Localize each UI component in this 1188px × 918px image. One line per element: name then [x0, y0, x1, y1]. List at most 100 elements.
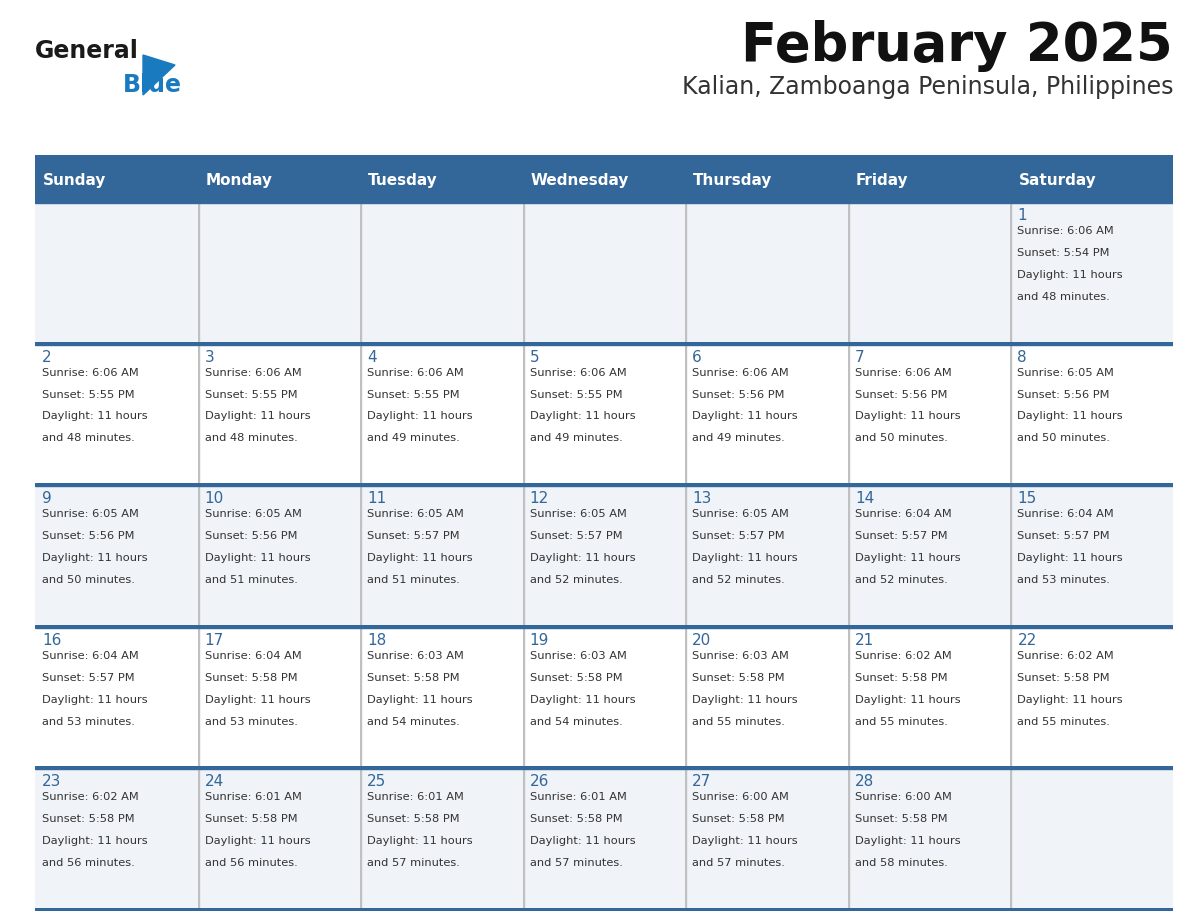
Text: Sunrise: 6:05 AM: Sunrise: 6:05 AM [1017, 367, 1114, 377]
Text: Sunset: 5:58 PM: Sunset: 5:58 PM [1017, 673, 1110, 683]
Bar [197, 625, 360, 628]
Text: Sunset: 5:57 PM: Sunset: 5:57 PM [367, 532, 460, 541]
Bar [34, 200, 197, 203]
Text: Daylight: 11 hours: Daylight: 11 hours [367, 554, 473, 563]
Text: Sunset: 5:56 PM: Sunset: 5:56 PM [855, 389, 947, 399]
Text: Daylight: 11 hours: Daylight: 11 hours [367, 411, 473, 421]
Bar [197, 767, 360, 769]
Bar [848, 341, 1011, 344]
Text: and 52 minutes.: and 52 minutes. [530, 575, 623, 585]
Bar [34, 625, 197, 628]
Bar [848, 483, 1011, 487]
Text: Daylight: 11 hours: Daylight: 11 hours [204, 836, 310, 846]
Text: Sunset: 5:55 PM: Sunset: 5:55 PM [530, 389, 623, 399]
Text: Sunrise: 6:06 AM: Sunrise: 6:06 AM [1017, 226, 1114, 236]
Text: 6: 6 [693, 350, 702, 364]
Text: Sunrise: 6:05 AM: Sunrise: 6:05 AM [204, 509, 302, 520]
Text: 12: 12 [530, 491, 549, 506]
Text: Daylight: 11 hours: Daylight: 11 hours [204, 554, 310, 563]
Text: Sunset: 5:58 PM: Sunset: 5:58 PM [42, 814, 134, 824]
Text: Sunset: 5:58 PM: Sunset: 5:58 PM [855, 673, 948, 683]
Text: 20: 20 [693, 633, 712, 648]
Text: and 51 minutes.: and 51 minutes. [367, 575, 460, 585]
Text: Sunrise: 6:02 AM: Sunrise: 6:02 AM [42, 792, 139, 802]
Text: Sunrise: 6:04 AM: Sunrise: 6:04 AM [855, 509, 952, 520]
Text: Daylight: 11 hours: Daylight: 11 hours [530, 836, 636, 846]
Text: 23: 23 [42, 775, 62, 789]
Text: Daylight: 11 hours: Daylight: 11 hours [1017, 411, 1123, 421]
Text: Sunrise: 6:01 AM: Sunrise: 6:01 AM [204, 792, 302, 802]
Text: Sunrise: 6:05 AM: Sunrise: 6:05 AM [367, 509, 465, 520]
Text: Sunset: 5:58 PM: Sunset: 5:58 PM [367, 673, 460, 683]
Bar [848, 767, 1011, 769]
Text: 28: 28 [855, 775, 874, 789]
Text: Blue: Blue [124, 73, 182, 97]
Text: Daylight: 11 hours: Daylight: 11 hours [693, 695, 798, 705]
Bar [523, 767, 685, 769]
Text: and 54 minutes.: and 54 minutes. [530, 717, 623, 727]
Text: and 54 minutes.: and 54 minutes. [367, 717, 460, 727]
Text: Sunset: 5:54 PM: Sunset: 5:54 PM [1017, 248, 1110, 258]
Text: Sunday: Sunday [43, 173, 107, 187]
Text: and 58 minutes.: and 58 minutes. [855, 858, 948, 868]
Text: Daylight: 11 hours: Daylight: 11 hours [42, 695, 147, 705]
Text: 17: 17 [204, 633, 223, 648]
Text: Daylight: 11 hours: Daylight: 11 hours [367, 695, 473, 705]
Text: Daylight: 11 hours: Daylight: 11 hours [42, 554, 147, 563]
Text: February 2025: February 2025 [741, 20, 1173, 72]
Bar [685, 483, 848, 487]
Text: Friday: Friday [855, 173, 909, 187]
Text: and 49 minutes.: and 49 minutes. [693, 433, 785, 443]
Text: Wednesday: Wednesday [531, 173, 630, 187]
Text: 26: 26 [530, 775, 549, 789]
Text: Sunset: 5:58 PM: Sunset: 5:58 PM [530, 814, 623, 824]
Text: and 48 minutes.: and 48 minutes. [1017, 292, 1110, 302]
Text: 1: 1 [1017, 208, 1028, 223]
Text: Monday: Monday [206, 173, 272, 187]
Text: and 55 minutes.: and 55 minutes. [1017, 717, 1111, 727]
Text: Sunset: 5:58 PM: Sunset: 5:58 PM [693, 814, 785, 824]
Text: Sunrise: 6:04 AM: Sunrise: 6:04 AM [1017, 509, 1114, 520]
Bar [523, 483, 685, 487]
Text: Saturday: Saturday [1018, 173, 1097, 187]
Bar [34, 767, 197, 769]
Text: Sunrise: 6:04 AM: Sunrise: 6:04 AM [42, 651, 139, 661]
Text: Sunset: 5:56 PM: Sunset: 5:56 PM [204, 532, 297, 541]
Text: and 55 minutes.: and 55 minutes. [693, 717, 785, 727]
Bar [360, 200, 523, 203]
Text: and 50 minutes.: and 50 minutes. [42, 575, 135, 585]
Text: Daylight: 11 hours: Daylight: 11 hours [855, 836, 960, 846]
Text: and 55 minutes.: and 55 minutes. [855, 717, 948, 727]
Bar [34, 483, 197, 487]
Text: and 56 minutes.: and 56 minutes. [42, 858, 134, 868]
Text: Sunrise: 6:06 AM: Sunrise: 6:06 AM [693, 367, 789, 377]
Text: and 51 minutes.: and 51 minutes. [204, 575, 297, 585]
Text: Sunset: 5:55 PM: Sunset: 5:55 PM [204, 389, 297, 399]
Text: and 52 minutes.: and 52 minutes. [693, 575, 785, 585]
Text: Daylight: 11 hours: Daylight: 11 hours [530, 554, 636, 563]
Text: and 52 minutes.: and 52 minutes. [855, 575, 948, 585]
Text: 5: 5 [530, 350, 539, 364]
Bar [523, 341, 685, 344]
Text: Sunrise: 6:03 AM: Sunrise: 6:03 AM [530, 651, 626, 661]
Text: Daylight: 11 hours: Daylight: 11 hours [1017, 554, 1123, 563]
Text: and 57 minutes.: and 57 minutes. [530, 858, 623, 868]
Text: 2: 2 [42, 350, 51, 364]
Bar [360, 625, 523, 628]
Bar [523, 200, 685, 203]
Text: Sunrise: 6:06 AM: Sunrise: 6:06 AM [204, 367, 302, 377]
Text: and 50 minutes.: and 50 minutes. [1017, 433, 1111, 443]
Text: Sunset: 5:58 PM: Sunset: 5:58 PM [693, 673, 785, 683]
Text: Sunrise: 6:06 AM: Sunrise: 6:06 AM [42, 367, 139, 377]
Text: Sunrise: 6:05 AM: Sunrise: 6:05 AM [42, 509, 139, 520]
Text: 25: 25 [367, 775, 386, 789]
Text: Daylight: 11 hours: Daylight: 11 hours [204, 411, 310, 421]
Text: Sunset: 5:58 PM: Sunset: 5:58 PM [204, 814, 297, 824]
Text: Tuesday: Tuesday [368, 173, 438, 187]
Text: Sunset: 5:58 PM: Sunset: 5:58 PM [530, 673, 623, 683]
Text: 21: 21 [855, 633, 874, 648]
Text: Sunset: 5:56 PM: Sunset: 5:56 PM [693, 389, 785, 399]
Text: Daylight: 11 hours: Daylight: 11 hours [530, 411, 636, 421]
Text: Daylight: 11 hours: Daylight: 11 hours [855, 695, 960, 705]
Text: 8: 8 [1017, 350, 1028, 364]
